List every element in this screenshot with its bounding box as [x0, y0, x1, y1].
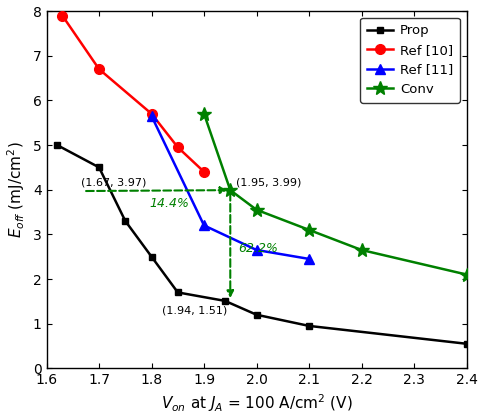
Line: Prop: Prop [54, 142, 470, 347]
Text: 62.2%: 62.2% [238, 242, 278, 255]
Ref [11] [149, 113, 155, 118]
Text: 14.4%: 14.4% [149, 197, 189, 210]
Text: (1.95, 3.99): (1.95, 3.99) [236, 178, 301, 188]
Ref [10] [149, 111, 155, 116]
Ref [10] [175, 145, 181, 150]
Ref [11] [306, 256, 312, 261]
Ref [10] [96, 67, 102, 72]
X-axis label: $V_{on}$ at $J_A$ = 100 A/cm$^2$ (V): $V_{on}$ at $J_A$ = 100 A/cm$^2$ (V) [160, 393, 353, 415]
Prop [254, 312, 259, 317]
Line: Ref [11]: Ref [11] [147, 111, 314, 264]
Text: (1.94, 1.51): (1.94, 1.51) [162, 305, 227, 315]
Prop [96, 165, 102, 170]
Prop [306, 323, 312, 328]
Line: Ref [10]: Ref [10] [57, 10, 209, 177]
Line: Conv: Conv [197, 107, 473, 281]
Conv [201, 111, 207, 116]
Prop [54, 142, 60, 147]
Ref [11] [254, 247, 259, 252]
Conv [254, 207, 259, 212]
Legend: Prop, Ref [10], Ref [11], Conv: Prop, Ref [10], Ref [11], Conv [360, 18, 460, 102]
Prop [175, 290, 181, 295]
Ref [10] [201, 169, 207, 174]
Y-axis label: $E_{off}$ (mJ/cm$^2$): $E_{off}$ (mJ/cm$^2$) [6, 142, 27, 238]
Conv [464, 272, 469, 277]
Conv [306, 227, 312, 232]
Prop [222, 298, 228, 303]
Conv [227, 188, 233, 193]
Conv [358, 247, 364, 252]
Prop [149, 254, 155, 259]
Prop [122, 218, 128, 223]
Ref [11] [201, 223, 207, 228]
Prop [464, 341, 469, 346]
Text: (1.67, 3.97): (1.67, 3.97) [81, 177, 146, 187]
Ref [10] [59, 13, 65, 18]
